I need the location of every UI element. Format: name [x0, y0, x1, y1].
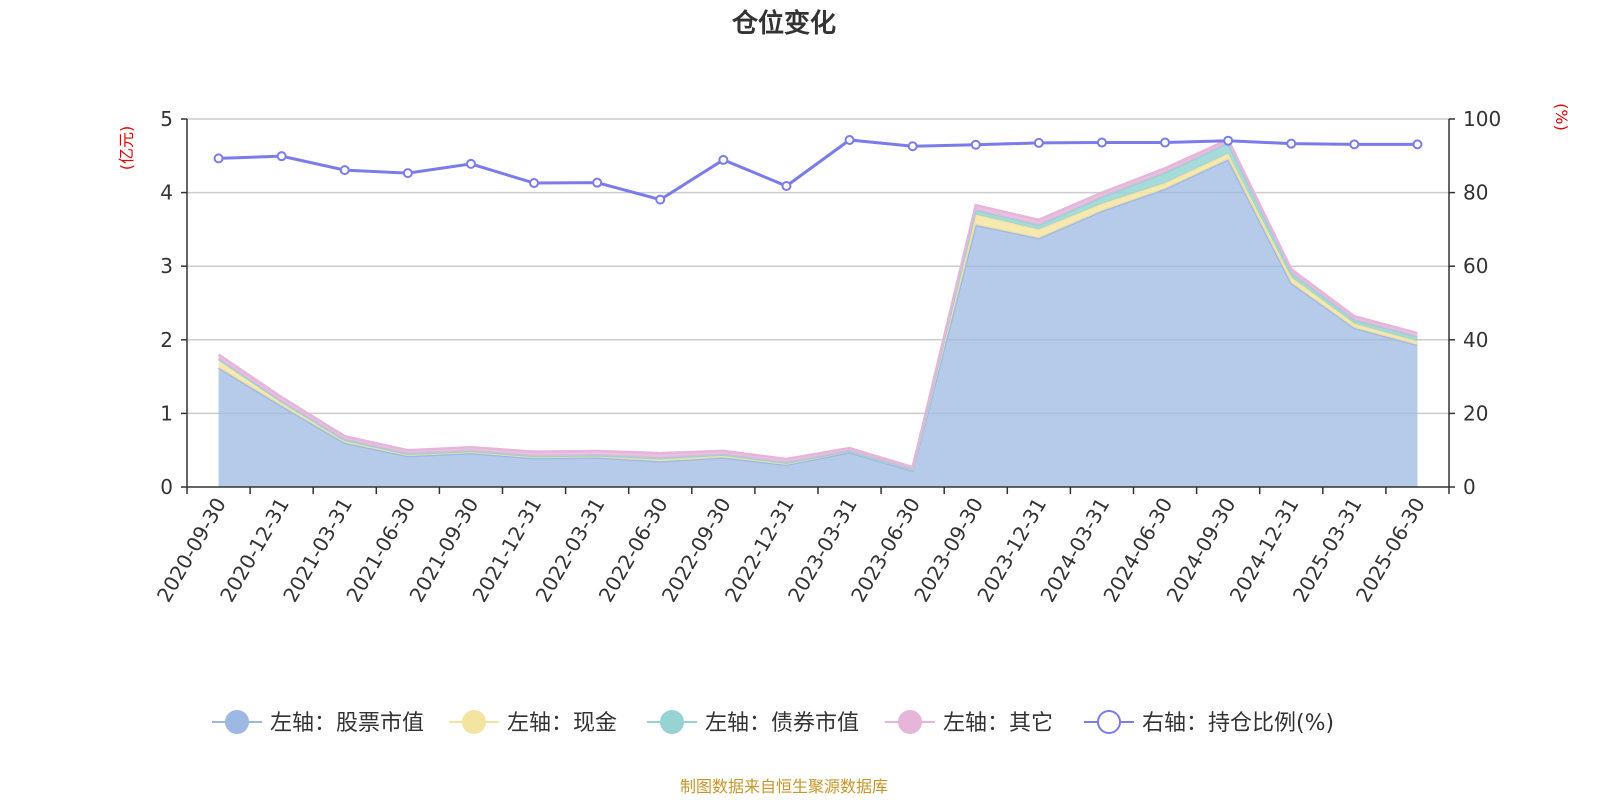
holding-ratio-point: [1412, 139, 1423, 150]
left-axis-unit: (亿元): [117, 126, 136, 171]
area-1: [218, 159, 1418, 488]
holding-ratio-path: [218, 138, 1418, 202]
left-tick-label: 4: [160, 181, 173, 205]
legend-marker: [462, 710, 486, 734]
right-tick-label: 20: [1463, 401, 1488, 425]
holding-ratio-point: [402, 168, 413, 179]
holding-ratio-point: [907, 141, 918, 152]
right-tick-label: 60: [1463, 254, 1488, 278]
holding-ratio-point: [655, 194, 666, 205]
holding-ratio-point: [1096, 137, 1107, 148]
holding-ratio-point: [1033, 137, 1044, 148]
legend-marker: [898, 710, 922, 734]
right-tick-label: 0: [1463, 475, 1476, 499]
right-tick-label: 40: [1463, 328, 1488, 352]
legend-marker: [1097, 710, 1121, 734]
holding-ratio-point: [1223, 135, 1234, 146]
right-axis-unit: (%): [1552, 103, 1571, 131]
holding-ratio-point: [339, 165, 350, 176]
stacked-areas: [217, 137, 1418, 488]
right-tick-label: 100: [1463, 107, 1501, 131]
left-tick-label: 1: [160, 401, 173, 425]
holding-ratio-point: [718, 154, 729, 165]
right-tick-label: 80: [1463, 181, 1488, 205]
legend-marker: [225, 710, 249, 734]
legend-label: 左轴：其它: [943, 711, 1053, 736]
left-tick-label: 5: [160, 107, 173, 131]
holding-ratio-point: [465, 158, 476, 169]
chart-title: 仓位变化: [731, 8, 836, 39]
legend: 左轴：股票市值 左轴：现金 左轴：债券市值 左轴：其它 右轴：持仓比例(%): [212, 710, 1334, 736]
area-line-4: [217, 137, 1418, 469]
left-tick-label: 2: [160, 328, 173, 352]
holding-ratio-point: [1160, 137, 1171, 148]
holding-ratio-line: [213, 134, 1423, 205]
legend-label: 左轴：股票市值: [270, 711, 424, 736]
data-source-note: 制图数据来自恒生聚源数据库: [680, 777, 888, 796]
left-tick-label: 0: [160, 475, 173, 499]
holding-ratio-point: [276, 151, 287, 162]
legend-label: 左轴：现金: [507, 711, 617, 736]
holding-ratio-point: [1349, 139, 1360, 150]
holding-ratio-point: [970, 139, 981, 150]
holding-ratio-point: [781, 180, 792, 191]
holding-ratio-point: [592, 177, 603, 188]
legend-label: 左轴：债券市值: [705, 711, 859, 736]
holding-ratio-point: [844, 134, 855, 145]
legend-label: 右轴：持仓比例(%): [1142, 711, 1334, 736]
left-tick-label: 3: [160, 254, 173, 278]
area-2: [218, 153, 1418, 471]
holding-ratio-point: [529, 178, 540, 189]
holding-ratio-point: [1286, 138, 1297, 149]
legend-marker: [660, 710, 684, 734]
holding-ratio-point: [213, 153, 224, 164]
